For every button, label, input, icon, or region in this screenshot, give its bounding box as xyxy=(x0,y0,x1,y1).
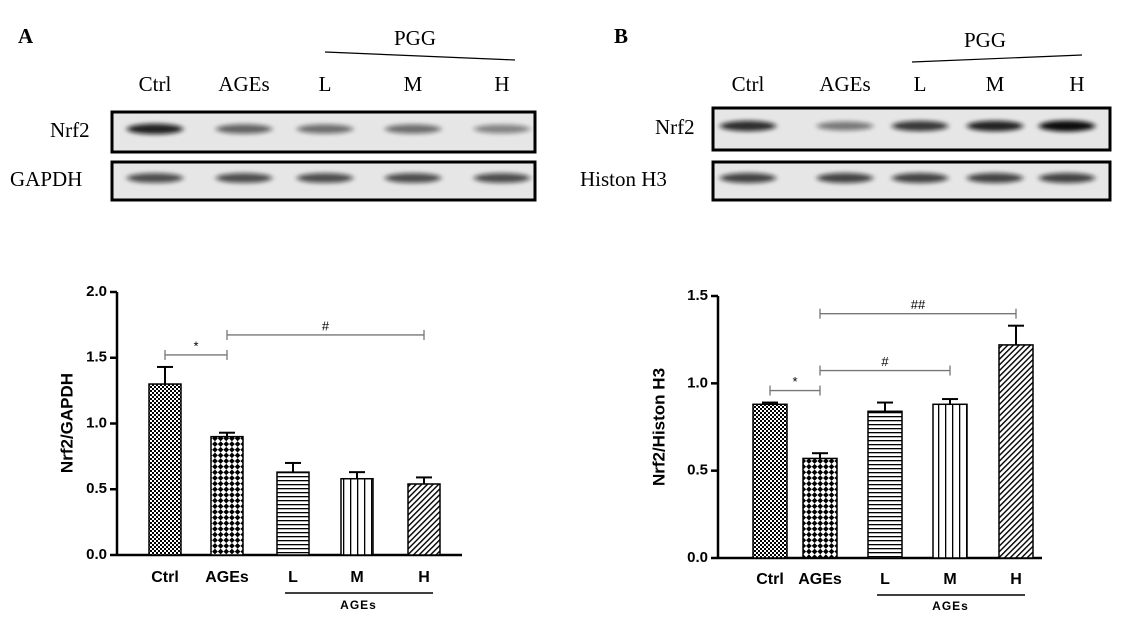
band xyxy=(817,173,873,183)
lane-label: Ctrl xyxy=(139,72,172,96)
group-label: PGG xyxy=(964,28,1006,52)
band xyxy=(817,121,873,131)
band xyxy=(967,173,1023,183)
x-tick-label: M xyxy=(350,569,363,586)
band xyxy=(967,120,1023,132)
bar xyxy=(932,403,968,559)
band xyxy=(720,173,776,183)
band xyxy=(1039,173,1095,183)
lane-label: AGEs xyxy=(218,72,269,96)
bar xyxy=(210,435,244,556)
band xyxy=(1039,120,1095,132)
y-tick-label: 1.0 xyxy=(86,414,107,431)
lane-label: M xyxy=(986,72,1005,96)
band xyxy=(127,173,183,183)
row-label: Histon H3 xyxy=(580,167,667,191)
y-tick-label: 1.5 xyxy=(687,287,708,304)
group-label: AGEs xyxy=(340,598,377,612)
group-line xyxy=(324,51,516,61)
band xyxy=(216,173,272,183)
bar xyxy=(148,383,182,556)
y-tick-label: 0.5 xyxy=(687,462,708,479)
x-tick-label: L xyxy=(880,571,890,588)
row-label: Nrf2 xyxy=(655,115,695,139)
bar xyxy=(340,477,374,556)
lane-label: AGEs xyxy=(819,72,870,96)
bar xyxy=(867,410,903,559)
y-tick-label: 0.0 xyxy=(687,549,708,566)
sig-label: # xyxy=(322,318,330,333)
x-tick-label: Ctrl xyxy=(756,571,784,588)
blot-box xyxy=(110,110,537,154)
bar xyxy=(802,457,838,559)
y-tick-label: 1.0 xyxy=(687,374,708,391)
x-tick-label: AGEs xyxy=(798,571,842,588)
bar xyxy=(407,483,441,556)
band xyxy=(385,173,441,183)
band xyxy=(474,173,530,183)
y-tick-label: 1.5 xyxy=(86,349,107,366)
group-label: PGG xyxy=(394,26,436,50)
y-tick-label: 0.0 xyxy=(86,546,107,563)
band xyxy=(720,120,776,132)
sig-label: ## xyxy=(911,297,926,312)
x-tick-label: H xyxy=(1010,571,1022,588)
band xyxy=(127,123,183,135)
y-tick-label: 0.5 xyxy=(86,480,107,497)
band xyxy=(297,173,353,183)
panel-label: A xyxy=(18,24,34,48)
x-tick-label: M xyxy=(943,571,956,588)
band xyxy=(297,124,353,134)
x-tick-label: L xyxy=(288,569,298,586)
y-axis-label: Nrf2/GAPDH xyxy=(57,373,76,473)
band xyxy=(892,120,948,132)
lane-label: M xyxy=(404,72,423,96)
lane-label: Ctrl xyxy=(732,72,765,96)
band xyxy=(216,124,272,134)
x-tick-label: H xyxy=(418,569,430,586)
band xyxy=(474,124,530,134)
x-tick-label: Ctrl xyxy=(151,569,179,586)
lane-label: H xyxy=(494,72,509,96)
row-label: GAPDH xyxy=(10,167,82,191)
sig-label: # xyxy=(881,354,889,369)
y-tick-label: 2.0 xyxy=(86,283,107,300)
band xyxy=(385,124,441,134)
sig-label: * xyxy=(792,374,797,389)
sig-label: * xyxy=(193,338,198,353)
band xyxy=(892,173,948,183)
lane-label: L xyxy=(319,72,332,96)
row-label: Nrf2 xyxy=(50,118,90,142)
y-axis-label: Nrf2/Histon H3 xyxy=(649,368,668,486)
x-tick-label: AGEs xyxy=(205,569,249,586)
bar xyxy=(276,471,310,556)
lane-label: H xyxy=(1069,72,1084,96)
panel-label: B xyxy=(614,24,628,48)
bar xyxy=(998,344,1034,559)
lane-label: L xyxy=(914,72,927,96)
group-line xyxy=(911,54,1083,63)
bar xyxy=(752,403,788,559)
group-label: AGEs xyxy=(932,599,969,613)
